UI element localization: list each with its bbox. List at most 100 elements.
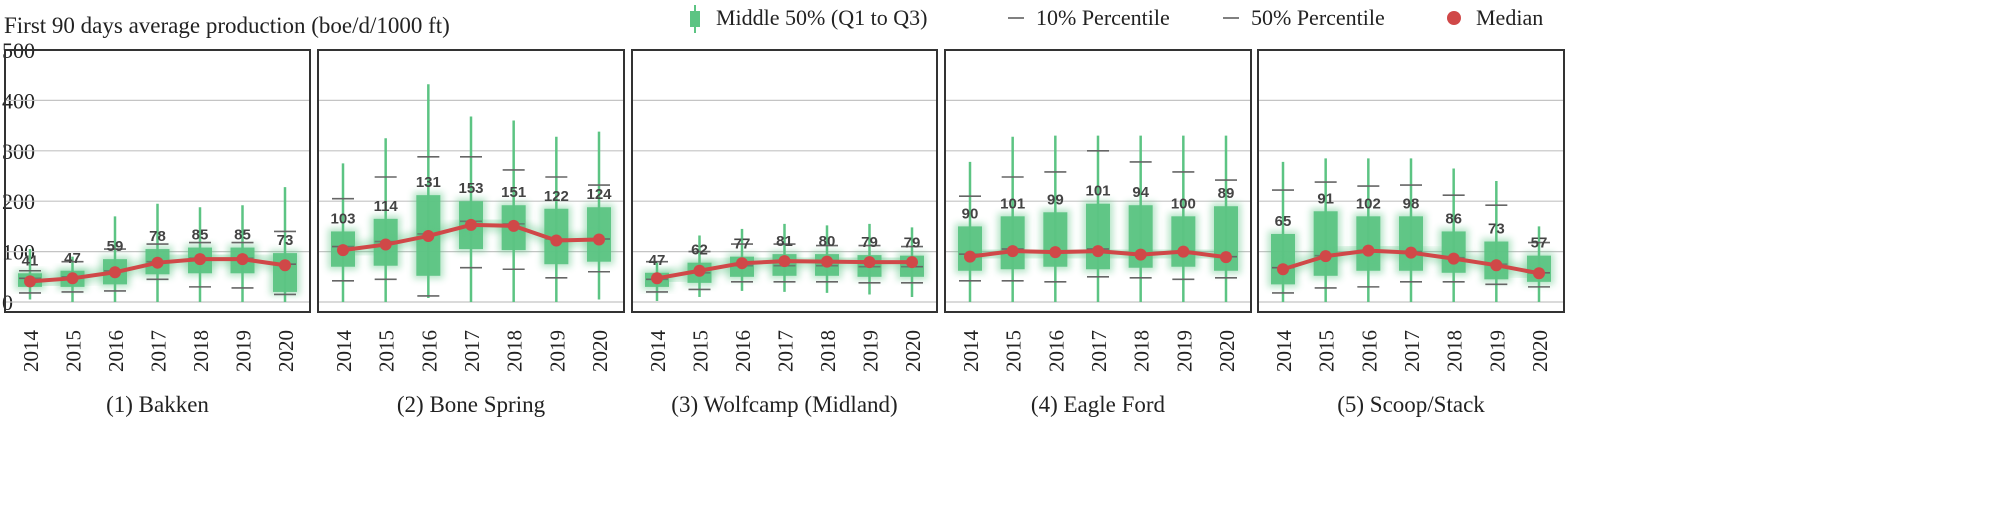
box-2015: [1310, 158, 1341, 302]
median-point: [1092, 245, 1104, 258]
x-tick-label: 2015: [1315, 330, 1339, 372]
chart-title: First 90 days average production (boe/d/…: [4, 13, 450, 38]
panel-frame: [944, 49, 1252, 313]
median-point: [906, 256, 918, 269]
median-value-label: 62: [691, 242, 708, 259]
x-tick-label: 2018: [1443, 330, 1467, 372]
median-point: [550, 234, 563, 247]
median-value-label: 122: [544, 188, 569, 205]
median-point: [422, 229, 435, 242]
median-point: [1134, 248, 1147, 261]
x-tick-label: 2019: [232, 330, 256, 372]
median-value-label: 59: [107, 238, 124, 255]
panel-frame: [1257, 49, 1565, 313]
x-tick-label: 2017: [1400, 330, 1424, 372]
median-value-label: 101: [1000, 195, 1025, 212]
x-tick-label: 2018: [816, 330, 840, 372]
box-body: [1399, 216, 1423, 271]
box-2017: [456, 116, 486, 302]
panel-title: (1) Bakken: [106, 392, 209, 417]
legend-dot-swatch: [1447, 11, 1461, 25]
box-body: [1086, 203, 1110, 270]
median-point: [1177, 245, 1190, 258]
median-value-label: 153: [458, 180, 483, 197]
box-2016: [1353, 158, 1384, 302]
legend-item-2: 10% Percentile: [1008, 5, 1170, 30]
legend-item-1: Middle 50% (Q1 to Q3): [690, 5, 927, 33]
box-body: [1271, 233, 1295, 285]
box-2015: [997, 136, 1028, 302]
x-tick-label: 2017: [460, 330, 484, 372]
median-point: [821, 255, 833, 268]
x-tick-label: 2014: [646, 330, 670, 373]
x-tick-label: 2015: [1002, 330, 1026, 372]
median-point: [1006, 245, 1019, 258]
median-value-label: 86: [1445, 210, 1462, 227]
panel-title: (4) Eagle Ford: [1031, 392, 1166, 417]
legend-item-3: 50% Percentile: [1223, 5, 1385, 30]
x-tick-label: 2015: [62, 330, 86, 372]
median-value-label: 73: [1488, 221, 1505, 238]
legend-box-swatch: [690, 11, 700, 27]
x-tick-label: 2020: [274, 330, 298, 372]
x-tick-label: 2018: [1130, 330, 1154, 372]
panel-3: 47 62 77 81 80 79 79 2014 2015 2016 2017 2018 2019 20…: [631, 49, 938, 417]
median-point: [507, 219, 520, 232]
median-value-label: 90: [962, 205, 979, 222]
x-tick-label: 2016: [1044, 330, 1068, 372]
box-2017: [142, 203, 173, 302]
x-tick-label: 2016: [417, 330, 441, 372]
median-point: [1362, 244, 1375, 257]
median-point: [1533, 267, 1545, 280]
box-2020: [1211, 135, 1241, 302]
median-point: [1319, 250, 1332, 263]
median-value-label: 47: [64, 250, 81, 267]
box-2017: [1083, 135, 1113, 302]
median-value-label: 73: [277, 232, 294, 249]
x-tick-label: 2014: [332, 330, 356, 373]
median-value-label: 131: [416, 174, 441, 191]
panel-5: 65 91 102 98 86 73 57 2014 2015 2016 2017 2018 2019 2…: [1257, 49, 1565, 417]
x-tick-label: 2019: [1172, 330, 1196, 372]
box-2018: [498, 120, 529, 302]
box-2019: [1481, 181, 1512, 302]
median-value-label: 65: [1275, 213, 1292, 230]
median-point: [736, 257, 748, 270]
median-point: [236, 253, 249, 266]
x-tick-label: 2017: [147, 330, 171, 372]
median-point: [151, 256, 164, 269]
x-tick-label: 2020: [1215, 330, 1239, 372]
panel-frame: [317, 49, 625, 313]
x-tick-label: 2015: [689, 330, 713, 372]
median-value-label: 103: [330, 210, 355, 227]
legend-label: 10% Percentile: [1036, 5, 1170, 30]
legend-label: Median: [1476, 5, 1543, 30]
median-point: [337, 244, 349, 257]
x-tick-label: 2018: [503, 330, 527, 372]
median-value-label: 114: [374, 198, 399, 215]
median-point: [593, 233, 605, 246]
x-tick-label: 2016: [104, 330, 128, 372]
median-point: [1490, 259, 1503, 272]
median-point: [465, 218, 477, 231]
box-2018: [1438, 168, 1469, 302]
panel-1: 41 47 59 78 85 85 73 2014 2015 2016 2017 2018 2019 20…: [4, 49, 311, 417]
median-value-label: 99: [1047, 191, 1064, 208]
median-value-label: 85: [234, 227, 251, 244]
median-value-label: 98: [1403, 195, 1420, 212]
median-value-label: 79: [904, 235, 921, 252]
median-point: [1447, 252, 1460, 265]
box-2016: [100, 216, 130, 302]
x-tick-label: 2015: [375, 330, 399, 372]
median-value-label: 94: [1132, 184, 1149, 201]
median-point: [651, 272, 663, 285]
median-value-label: 78: [149, 228, 166, 245]
x-tick-label: 2019: [545, 330, 569, 372]
median-point: [863, 256, 876, 269]
median-value-label: 85: [192, 227, 209, 244]
panel-4: 90 101 99 101 94 100 89 2014 2015 2016 2017 2018 201…: [944, 49, 1252, 417]
median-point: [66, 272, 79, 285]
x-tick-label: 2016: [731, 330, 755, 372]
median-value-label: 101: [1085, 183, 1110, 200]
